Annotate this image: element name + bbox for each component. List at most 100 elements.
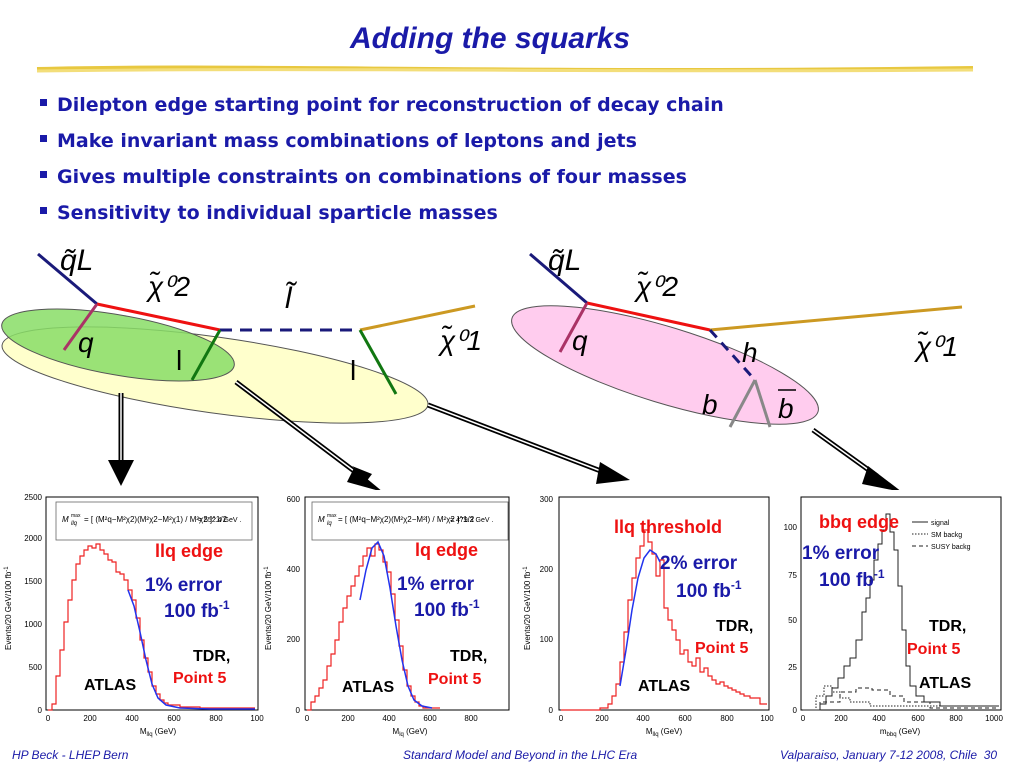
green-ellipse: [1, 308, 235, 382]
bullet-text: Make invariant mass combinations of lept…: [57, 130, 637, 152]
atlas-label: ATLAS: [919, 675, 971, 692]
x-axis-label: mbbq (GeV): [880, 727, 921, 738]
x-axis-label: Mlq (GeV): [393, 727, 428, 738]
formula-body: = [ (M²q−M²χ2)(M²χ2−M²χ1) / M²χ2 ]^1/2: [84, 515, 228, 524]
decay-chain-diagram: q̃L χ̃⁰2 l̃ χ̃⁰1 q l l q̃L χ̃⁰2 χ̃⁰1 q h…: [1, 244, 963, 490]
x-tick: 100: [250, 714, 264, 723]
bullet-text: Sensitivity to individual sparticle mass…: [57, 202, 498, 224]
squark-label: q̃L: [60, 244, 93, 277]
histogram-signal: [803, 513, 999, 711]
x-tick: 1000: [985, 714, 1003, 723]
y-tick: 300: [540, 495, 554, 504]
error-label: 2% error: [660, 553, 738, 574]
quark-label-right: q: [572, 325, 588, 356]
quark-label: q: [78, 327, 94, 358]
y-tick: 200: [287, 635, 301, 644]
y-axis-label: Events/20 GeV/100 fb-1: [523, 566, 532, 650]
y-tick: 100: [540, 635, 554, 644]
y-tick: 0: [38, 706, 43, 715]
squark-label-right: q̃L: [548, 244, 581, 277]
arrow-4: [811, 427, 900, 490]
y-axis-label: Events/20 GeV/100 fb-1: [264, 566, 273, 650]
x-tick: 800: [949, 714, 963, 723]
lepton2-label: l: [350, 355, 356, 386]
arrow-2: [234, 380, 381, 490]
histogram-sm-backg: [803, 685, 999, 711]
page-title: Adding the squarks: [349, 22, 631, 55]
x-tick: 600: [911, 714, 925, 723]
fit-curve: [359, 540, 433, 709]
x-tick: 0: [801, 714, 806, 723]
y-tick: 500: [29, 663, 43, 672]
error-label: 1% error: [397, 574, 475, 595]
x-axis-label: Mllq (GeV): [646, 727, 683, 738]
x-tick: 400: [125, 714, 139, 723]
lumi-label: 100 fb-1: [414, 597, 480, 621]
edge-label: llq threshold: [614, 517, 722, 537]
neutralino2-label-right: χ̃⁰2: [633, 271, 679, 302]
tdr-label: TDR,: [193, 648, 230, 665]
x-tick: 800: [209, 714, 223, 723]
bullet-square-icon: [40, 207, 47, 214]
y-tick: 100: [784, 523, 798, 532]
squark-line: [37, 252, 98, 306]
histogram: [561, 529, 767, 711]
tdr-label: TDR,: [929, 618, 966, 635]
b-line: [728, 379, 757, 428]
legend-item: SM backg: [931, 532, 962, 539]
neutralino1-label-right: χ̃⁰1: [913, 331, 958, 362]
edge-label: llq edge: [155, 541, 223, 561]
x-tick: 400: [636, 714, 650, 723]
bullet-text: Dilepton edge starting point for reconst…: [57, 94, 724, 116]
x-tick: 200: [595, 714, 609, 723]
legend-item: SUSY backg: [931, 544, 971, 551]
y-tick: 2500: [24, 493, 42, 502]
formula-value: = 479.3 GeV .: [450, 517, 493, 524]
x-tick: 400: [382, 714, 396, 723]
y-tick: 1000: [24, 620, 42, 629]
lepton1-label: l: [176, 345, 182, 376]
x-tick: 200: [341, 714, 355, 723]
footer-right: Valparaiso, January 7-12 2008, Chile 30: [780, 748, 997, 762]
x-tick: 600: [167, 714, 181, 723]
x-tick: 0: [559, 714, 564, 723]
atlas-label: ATLAS: [84, 677, 136, 694]
point-label: Point 5: [428, 671, 481, 688]
bullet-list: Dilepton edge starting point for reconst…: [40, 92, 724, 236]
formula-text: M: [62, 515, 69, 524]
legend-item: signal: [931, 520, 950, 527]
point-label: Point 5: [695, 640, 748, 657]
x-tick: 800: [464, 714, 478, 723]
quark-line: [62, 303, 99, 351]
quark-line-right: [558, 302, 589, 353]
x-tick: 800: [720, 714, 734, 723]
formula-sup: max: [71, 513, 81, 519]
y-tick: 200: [540, 565, 554, 574]
bullet-item: Make invariant mass combinations of lept…: [40, 128, 724, 164]
bullet-item: Dilepton edge starting point for reconst…: [40, 92, 724, 128]
formula-value: = 552.4 GeV .: [198, 517, 241, 524]
higgs-label: h: [742, 337, 758, 368]
footer-center: Standard Model and Beyond in the LHC Era: [403, 748, 638, 762]
formula-sub: lq: [327, 521, 332, 527]
y-tick: 0: [296, 706, 301, 715]
title-underline: [36, 65, 974, 73]
b-label: b: [702, 389, 718, 420]
footer-left: HP Beck - LHEP Bern: [12, 748, 129, 762]
y-axis-label: Events/20 GeV/100 fb-1: [4, 566, 13, 650]
arrow-1: [108, 393, 134, 486]
squark-line-right: [529, 252, 588, 305]
point-label: Point 5: [907, 641, 960, 658]
panel-llq-threshold: 0 100 200 300 0 200 400 600 800 100 Mllq…: [523, 495, 774, 738]
lumi-label: 100 fb-1: [676, 578, 742, 602]
edge-label: bbq edge: [819, 512, 899, 532]
tdr-label: TDR,: [450, 648, 487, 665]
lumi-label: 100 fb-1: [164, 598, 230, 622]
bullet-item: Gives multiple constraints on combinatio…: [40, 164, 724, 200]
neutralino2-line-right: [586, 301, 711, 332]
y-tick: 400: [287, 565, 301, 574]
arrow-3: [427, 402, 630, 484]
histogram: [307, 543, 440, 711]
edge-label: lq edge: [415, 540, 478, 560]
neutralino1-line: [359, 304, 476, 332]
